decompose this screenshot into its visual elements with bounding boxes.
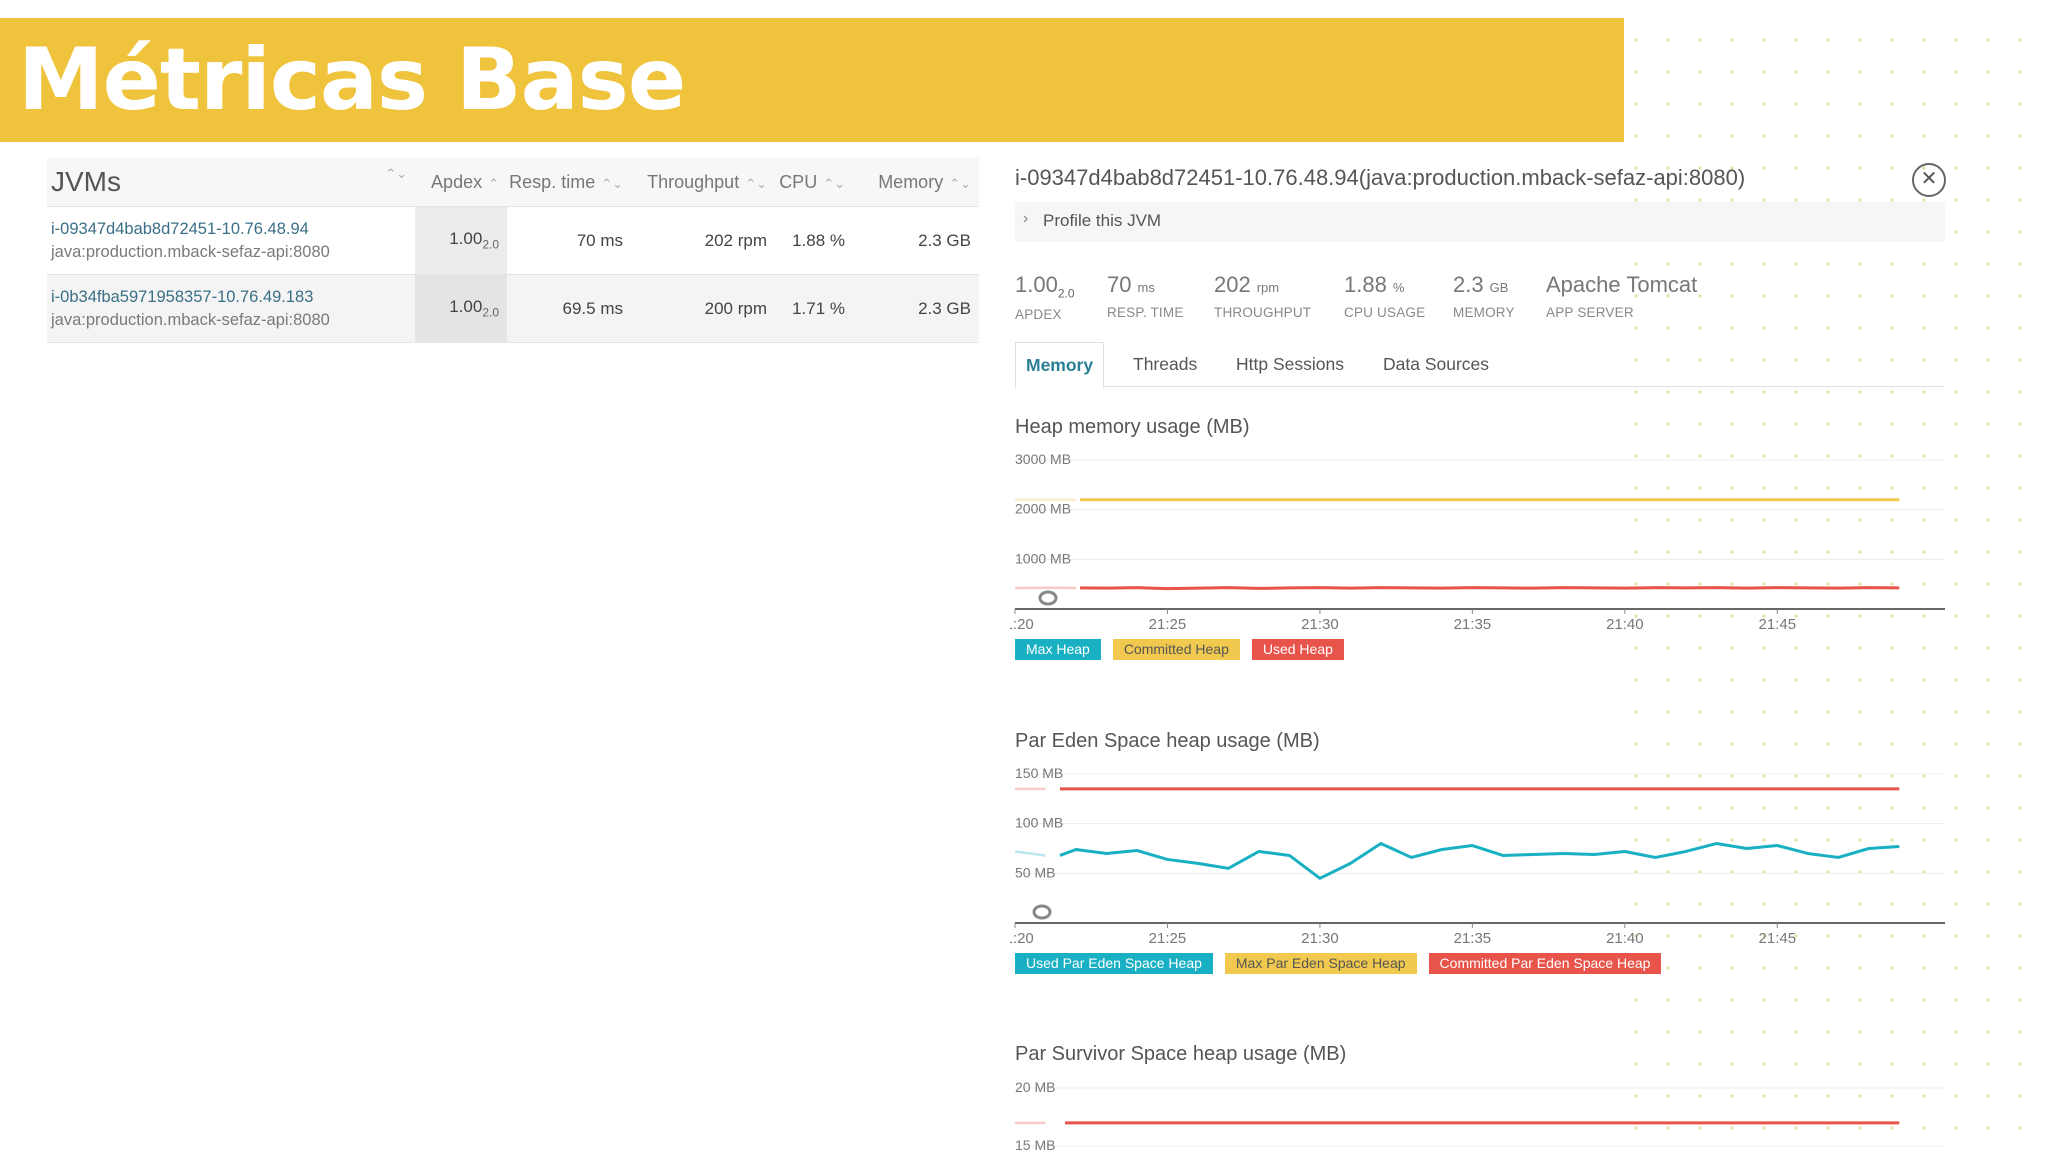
resp-time-cell: 69.5 ms [507,274,631,343]
tab-data-sources[interactable]: Data Sources [1383,354,1490,374]
title-banner: Métricas Base [0,18,1624,142]
par-eden-space-chart: 150 MB 100 MB 50 MB 21:20 21:25 21:30 21:35 21:… [1010,765,1945,946]
memory-cell: 2.3 GB [853,274,979,343]
cpu-cell: 1.88 % [775,206,853,275]
sort-icon[interactable]: ⌃ [488,175,499,191]
detail-tabs: Memory Threads Http Sessions Data Source… [1015,342,1945,389]
legend-item-committed-heap[interactable]: Committed Heap [1112,639,1240,660]
stat-app-server: Apache Tomcat APP SERVER [1546,272,1698,320]
column-header-memory[interactable]: Memory ⌃⌄ [853,158,979,207]
table-header-row: JVMs ⌃⌄ Apdex ⌃ Resp. time ⌃⌄ Throughput ⌃⌄… [47,158,979,207]
table-row[interactable]: i-09347d4bab8d72451-10.76.48.94 java:pro… [47,206,979,275]
jvm-detail-title: i-09347d4bab8d72451-10.76.48.94(java:pro… [1015,165,1746,190]
legend-item-used-heap[interactable]: Used Heap [1251,639,1344,660]
apdex-cell: 1.002.0 [415,206,507,275]
jvm-table: JVMs ⌃⌄ Apdex ⌃ Resp. time ⌃⌄ Throughput ⌃⌄… [47,158,979,343]
stat-cpu-usage: 1.88% CPU USAGE [1344,272,1426,320]
x-tick-label: 21:30 [1301,930,1339,946]
legend-item-max-par-eden-space-heap[interactable]: Max Par Eden Space Heap [1224,953,1417,974]
x-tick-label: 21:25 [1149,616,1187,632]
x-tick-label: 21:25 [1149,930,1187,946]
y-tick-label: 100 MB [1015,815,1063,831]
jvm-host-link[interactable]: i-09347d4bab8d72451-10.76.48.94 [51,219,309,238]
cpu-cell: 1.71 % [775,274,853,343]
eden-chart-legend: Used Par Eden Space Heap Max Par Eden Spa… [1015,953,1673,975]
x-tick-label: 21:40 [1606,930,1644,946]
column-header-cpu[interactable]: CPU ⌃⌄ [775,158,853,207]
x-tick-label: 21:45 [1759,930,1797,946]
stat-memory: 2.3 GB MEMORY [1453,272,1515,320]
y-tick-label: 50 MB [1015,864,1055,880]
jvm-name-cell[interactable]: i-09347d4bab8d72451-10.76.48.94 java:pro… [47,206,415,275]
close-icon[interactable]: ✕ [1912,163,1946,197]
jvm-host-link[interactable]: i-0b34fba5971958357-10.76.49.183 [51,287,314,306]
heap-chart-title: Heap memory usage (MB) [1015,416,1250,438]
x-tick-label: 21:20 [1010,930,1034,946]
sort-icon[interactable]: ⌃⌄ [385,166,407,181]
throughput-cell: 202 rpm [631,206,775,275]
survivor-chart-title: Par Survivor Space heap usage (MB) [1015,1043,1347,1065]
jvm-app-name: java:production.mback-sefaz-api:8080 [51,242,330,261]
y-tick-label: 3000 MB [1015,451,1071,467]
heap-memory-chart: 3000 MB 2000 MB 1000 MB 21:20 21:25 21:30 21:3… [1010,451,1945,632]
table-row[interactable]: i-0b34fba5971958357-10.76.49.183 java:pr… [47,274,979,343]
stat-apdex: 1.002.0 APDEX [1015,272,1075,323]
y-tick-label: 20 MB [1015,1079,1055,1095]
column-header-jvms[interactable]: JVMs ⌃⌄ [47,158,415,207]
tab-threads[interactable]: Threads [1133,354,1198,374]
series-line-used-heap [1079,586,1900,591]
x-tick-label: 21:45 [1759,616,1797,632]
timeline-handle [1032,904,1052,920]
tab-memory[interactable]: Memory [1015,342,1105,389]
tab-http-sessions[interactable]: Http Sessions [1236,354,1344,374]
apdex-cell: 1.002.0 [415,274,507,343]
stat-throughput: 202 rpm THROUGHPUT [1214,272,1312,320]
par-survivor-space-chart: 20 MB 15 MB [1015,1079,1945,1152]
memory-cell: 2.3 GB [853,206,979,275]
jvm-app-name: java:production.mback-sefaz-api:8080 [51,310,330,329]
sort-icon[interactable]: ⌃⌄ [949,175,971,191]
legend-item-used-par-eden-space-heap[interactable]: Used Par Eden Space Heap [1015,953,1213,974]
profile-jvm-label: Profile this JVM [1043,211,1162,230]
column-header-resp-time[interactable]: Resp. time ⌃⌄ [507,158,631,207]
x-tick-label: 21:35 [1454,930,1492,946]
y-tick-label: 150 MB [1015,765,1063,781]
timeline-handle [1038,590,1058,606]
stat-resp-time: 70 ms RESP. TIME [1107,272,1184,320]
y-tick-label: 1000 MB [1015,550,1071,566]
x-tick-label: 21:30 [1301,616,1339,632]
legend-item-committed-par-eden-space-heap[interactable]: Committed Par Eden Space Heap [1428,953,1662,974]
x-tick-label: 21:35 [1454,616,1492,632]
column-header-throughput[interactable]: Throughput ⌃⌄ [631,158,775,207]
profile-jvm-toggle[interactable]: › Profile this JVM [1015,202,1945,242]
series-line-faded [1014,850,1046,857]
throughput-cell: 200 rpm [631,274,775,343]
eden-chart-title: Par Eden Space heap usage (MB) [1015,730,1320,752]
jvm-name-cell[interactable]: i-0b34fba5971958357-10.76.49.183 java:pr… [47,274,415,343]
sort-icon[interactable]: ⌃⌄ [823,175,845,191]
heap-chart-legend: Max Heap Committed Heap Used Heap [1015,639,1356,661]
resp-time-cell: 70 ms [507,206,631,275]
slide-title: Métricas Base [18,30,686,130]
chevron-right-icon: › [1023,210,1029,227]
sort-icon[interactable]: ⌃⌄ [601,175,623,191]
y-tick-label: 2000 MB [1015,501,1071,517]
x-tick-label: 21:40 [1606,616,1644,632]
sort-icon[interactable]: ⌃⌄ [745,175,767,191]
series-line-used-par-eden-space-heap [1059,842,1900,880]
x-tick-label: 21:20 [1010,616,1034,632]
legend-item-max-heap[interactable]: Max Heap [1015,639,1101,660]
column-header-apdex[interactable]: Apdex ⌃ [415,158,507,207]
y-tick-label: 15 MB [1015,1137,1055,1152]
